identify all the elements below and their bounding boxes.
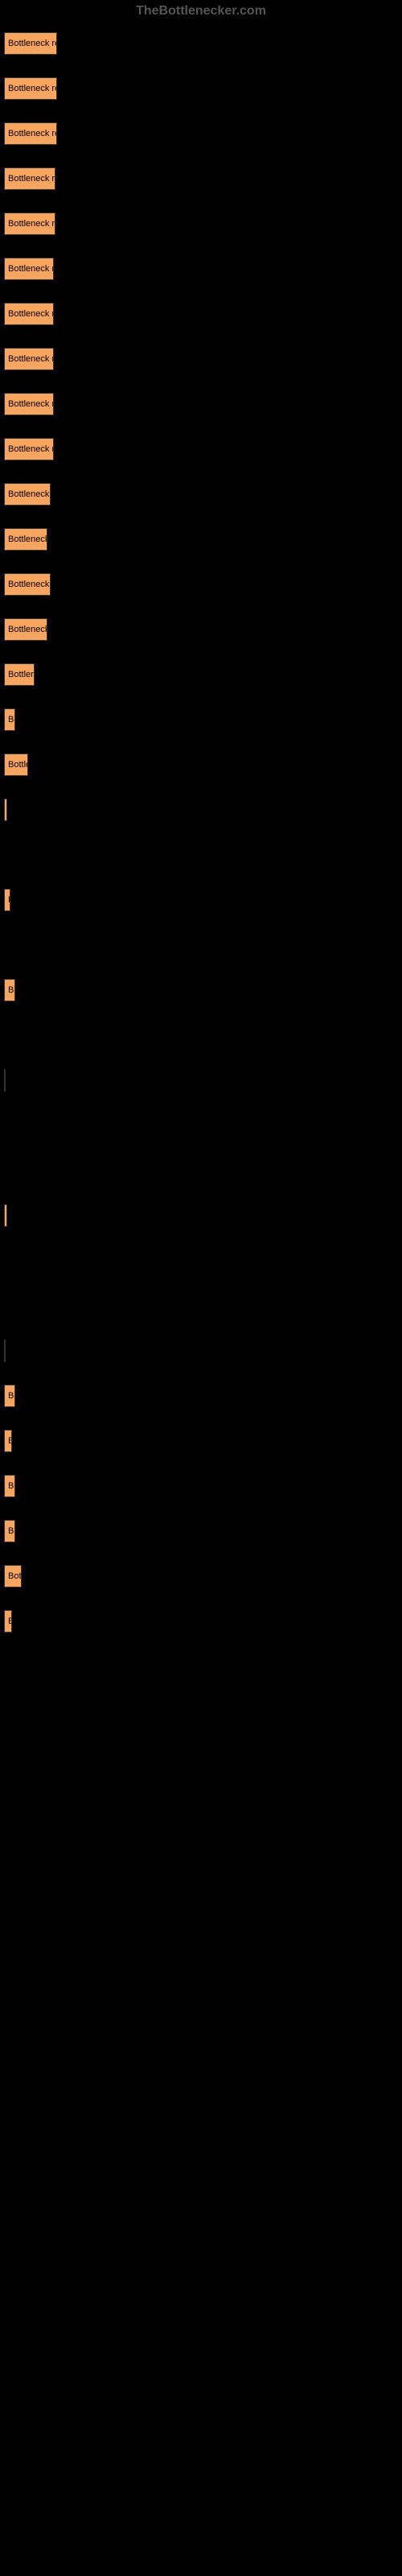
bar-label: Bottleneck resu <box>8 129 57 138</box>
bar-row: Bottleneck r <box>4 618 398 641</box>
bar-label: Bottle <box>8 760 28 770</box>
bar-row: Bo <box>4 1475 398 1497</box>
bar-label: Bottleneck res <box>8 354 54 364</box>
bar-label: Bottleneck re <box>8 580 51 589</box>
bar: Bottleneck re <box>4 573 51 596</box>
bar-row: B <box>4 1610 398 1633</box>
bar: Bottleneck res <box>4 303 54 325</box>
bar-row: Bottleneck res <box>4 303 398 325</box>
bar-label: Bo <box>8 985 15 995</box>
bar-label: Bo <box>8 1481 15 1491</box>
bar-row <box>4 1114 398 1137</box>
bar-row: Bottleneck res <box>4 438 398 460</box>
bar-row: Bottleneck resu <box>4 77 398 100</box>
bar-row: Bottleneck r <box>4 528 398 551</box>
bar: B <box>4 1430 12 1452</box>
bar-label: Bottleneck res <box>8 174 55 184</box>
bar-label: Bottlene <box>8 670 35 679</box>
bar-row: Bottleneck res <box>4 348 398 370</box>
bar: Bottleneck res <box>4 393 54 415</box>
bar-row <box>4 1294 398 1317</box>
bar-label: B <box>8 1616 12 1626</box>
bar-row: B <box>4 889 398 911</box>
bar-label: Bo <box>8 1526 15 1536</box>
bar-label: Bottleneck r <box>8 625 47 634</box>
bar: Bottleneck resu <box>4 32 57 55</box>
bar: Bottleneck res <box>4 213 55 235</box>
bar <box>4 1204 7 1227</box>
bar-label: Bottleneck resu <box>8 39 57 48</box>
bar-row <box>4 1204 398 1227</box>
bar-row: Bo <box>4 1520 398 1542</box>
bar: Bottleneck re <box>4 483 51 506</box>
bar-row: Bottleneck re <box>4 573 398 596</box>
bar-label: Bottleneck res <box>8 219 55 229</box>
bar-row <box>4 1069 398 1092</box>
watermark-text: TheBottlenecker.com <box>136 4 266 19</box>
bar: B <box>4 889 10 911</box>
bar-row <box>4 1024 398 1046</box>
bar: Bo <box>4 1475 15 1497</box>
bar-label: Bottleneck re <box>8 489 51 499</box>
bar-label: Bott <box>8 1571 22 1581</box>
bar-row: Bottle <box>4 753 398 776</box>
bar-label: Bottleneck res <box>8 399 54 409</box>
bar-row <box>4 1159 398 1182</box>
bar: Bott <box>4 1565 22 1587</box>
bar-row <box>4 799 398 821</box>
bar-row: Bott <box>4 1565 398 1587</box>
bar: Bo <box>4 1520 15 1542</box>
bar-row: B <box>4 1430 398 1452</box>
bar: Bottleneck r <box>4 528 47 551</box>
bar-row: Bottleneck re <box>4 483 398 506</box>
bar-row <box>4 844 398 866</box>
bar-label: Bottleneck res <box>8 444 54 454</box>
bar-label: B <box>8 1436 12 1446</box>
bar-row: Bottleneck res <box>4 258 398 280</box>
bar: Bottleneck res <box>4 167 55 190</box>
bar-label: Bottleneck res <box>8 264 54 274</box>
bar: Bottleneck res <box>4 438 54 460</box>
bar <box>4 1340 6 1362</box>
bar: Bo <box>4 979 15 1001</box>
bar-row: Bottleneck res <box>4 167 398 190</box>
bar <box>4 799 7 821</box>
bar-chart: Bottleneck resu Bottleneck resu Bottleneck… <box>0 24 402 1663</box>
bar-label: Bottleneck resu <box>8 84 57 93</box>
bar: Bottleneck resu <box>4 122 57 145</box>
bar-row: Bo <box>4 708 398 731</box>
bar-row <box>4 1249 398 1272</box>
bar-label: B <box>8 895 10 905</box>
bar: Bo <box>4 1385 15 1407</box>
bar-label: Bottleneck r <box>8 535 47 544</box>
bar-row <box>4 1340 398 1362</box>
bar: Bo <box>4 708 15 731</box>
bar-row: Bottleneck resu <box>4 32 398 55</box>
bar-row: Bottleneck resu <box>4 122 398 145</box>
bar <box>4 1069 6 1092</box>
bar-row <box>4 934 398 956</box>
bar-label: Bottleneck res <box>8 309 54 319</box>
bar-label: Bo <box>8 715 15 724</box>
bar: Bottleneck r <box>4 618 47 641</box>
bar-label: Bo <box>8 1391 15 1401</box>
bar-row: Bottleneck res <box>4 213 398 235</box>
bar: Bottlene <box>4 663 35 686</box>
bar-row: Bo <box>4 979 398 1001</box>
bar: Bottleneck res <box>4 348 54 370</box>
bar: Bottleneck resu <box>4 77 57 100</box>
bar: Bottle <box>4 753 28 776</box>
bar-row: Bottlene <box>4 663 398 686</box>
bar: B <box>4 1610 12 1633</box>
bar-row: Bo <box>4 1385 398 1407</box>
bar-row: Bottleneck res <box>4 393 398 415</box>
bar: Bottleneck res <box>4 258 54 280</box>
